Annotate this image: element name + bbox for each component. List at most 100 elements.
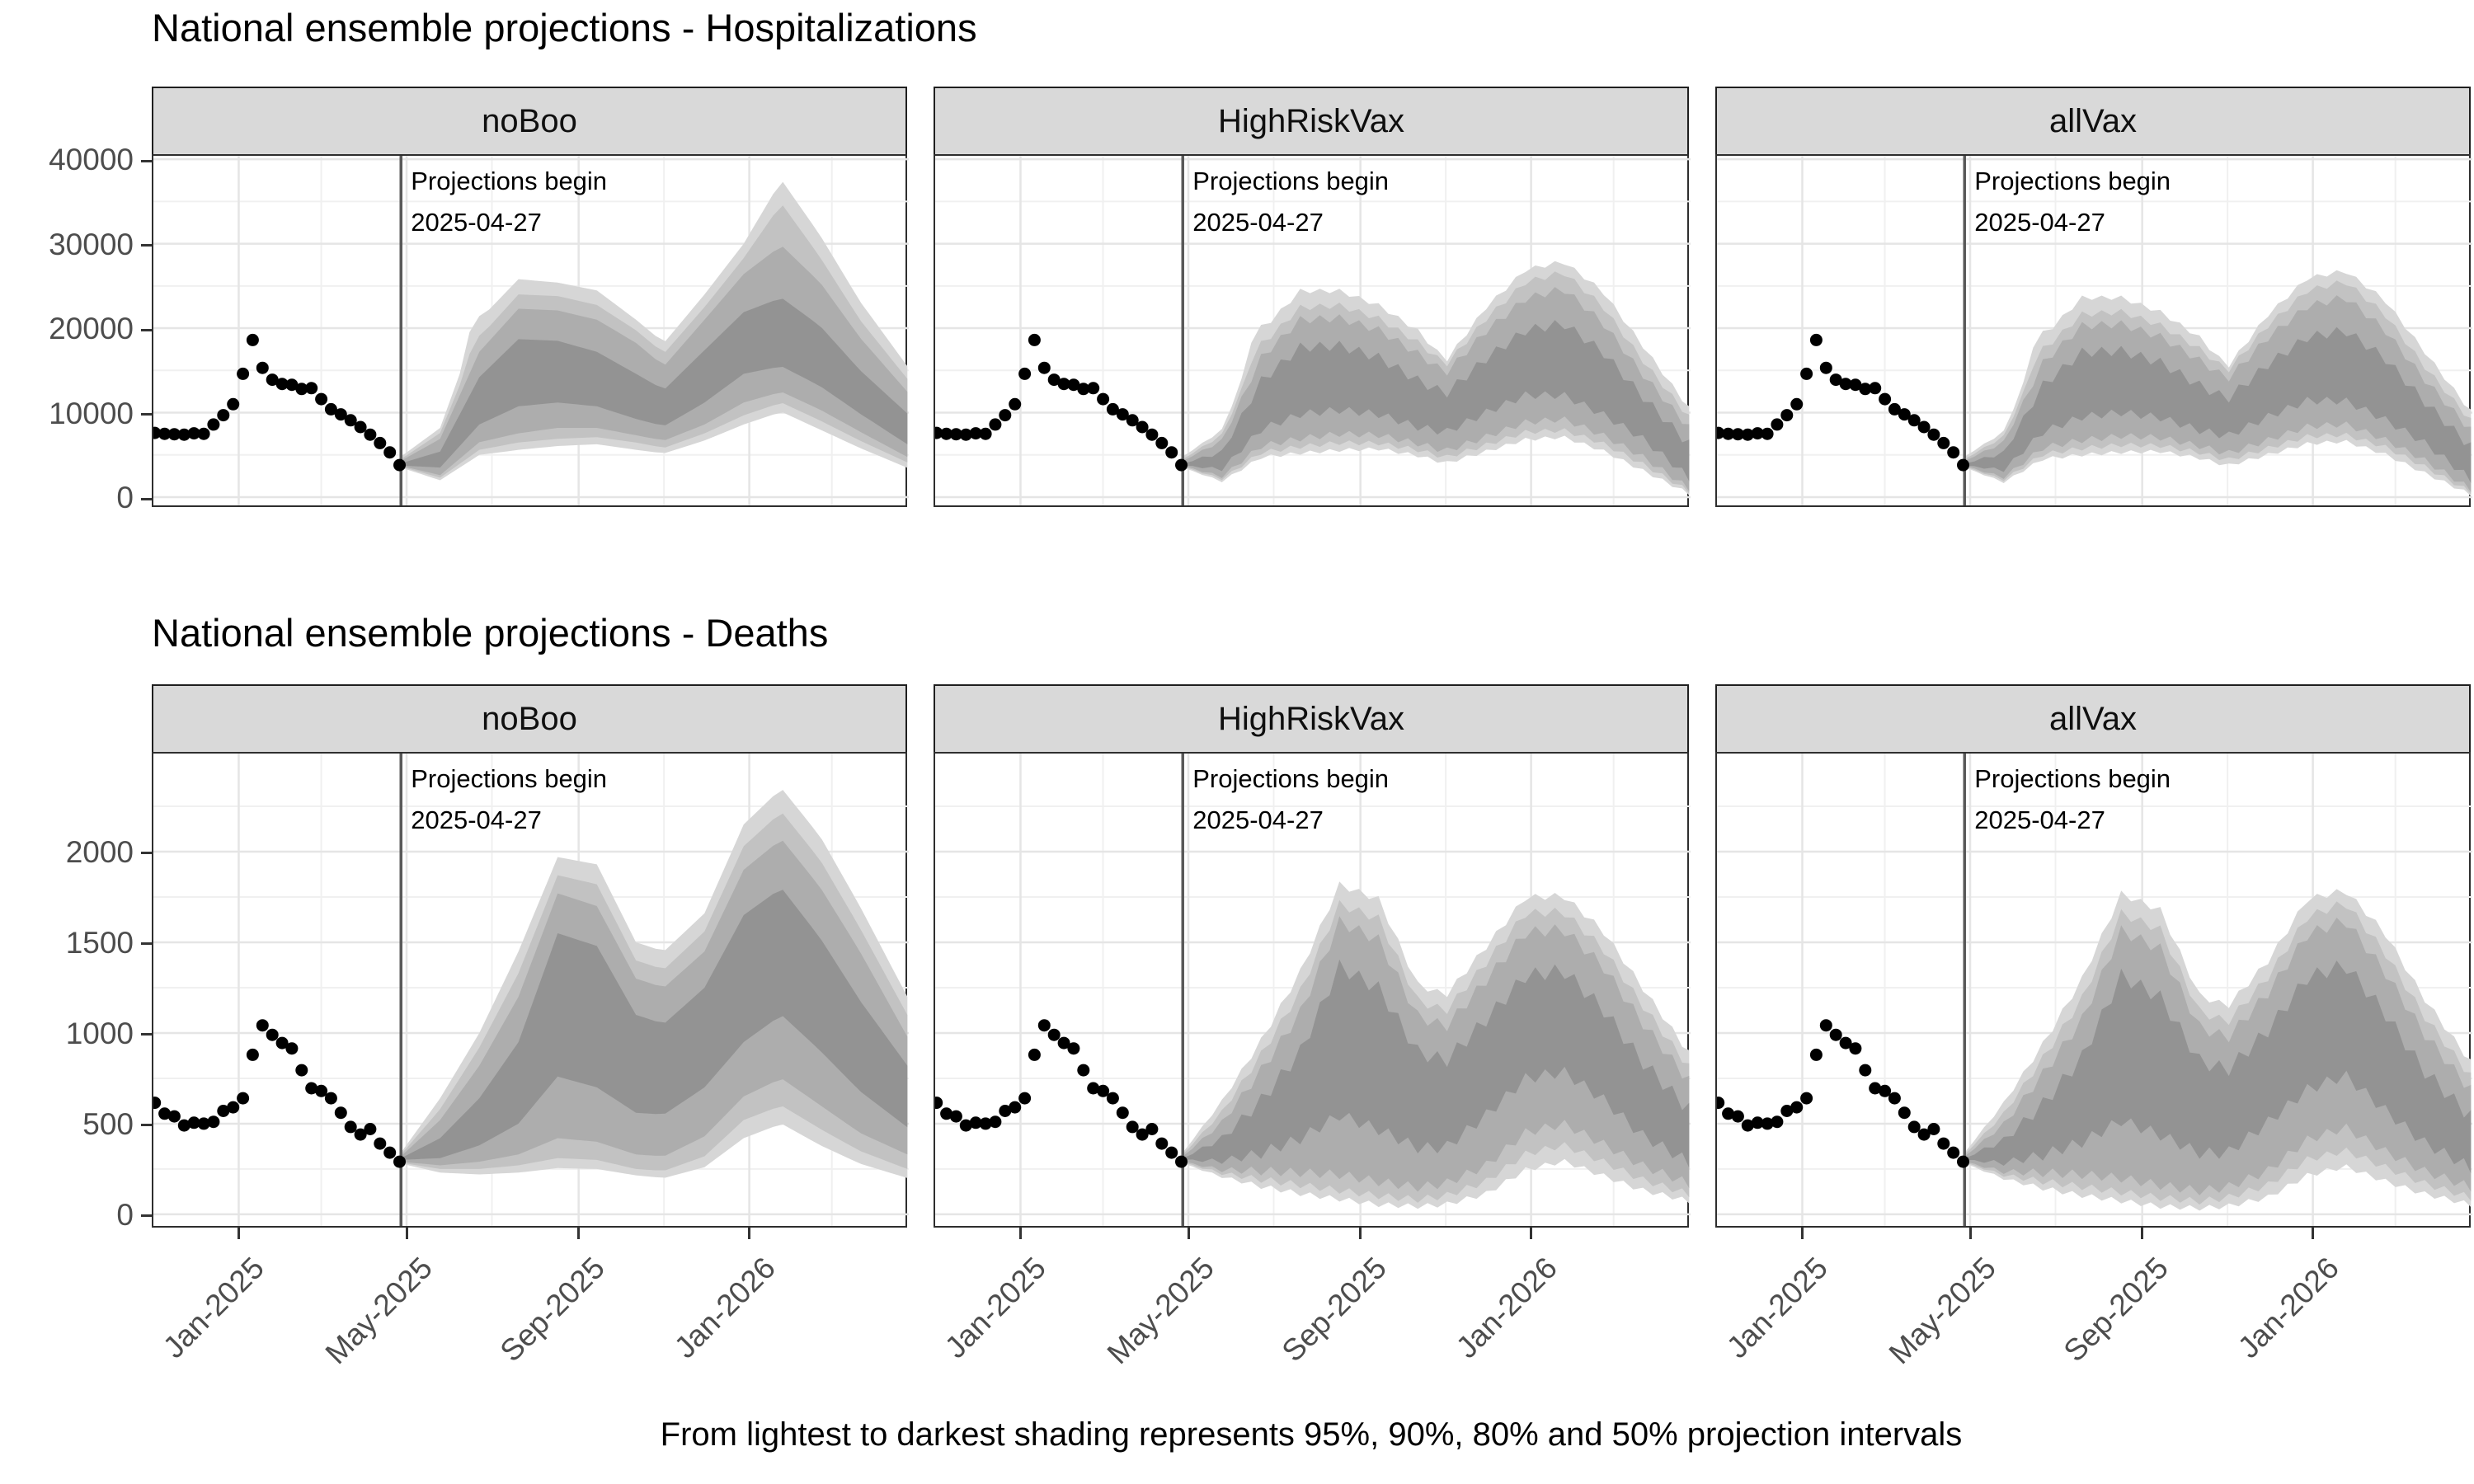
x-axis-tick (1187, 1228, 1190, 1239)
observed-point (1898, 408, 1911, 421)
y-axis-tick-label: 500 (82, 1106, 134, 1141)
y-axis-tick-label: 0 (116, 481, 134, 514)
observed-point (1028, 1048, 1041, 1061)
panel-hospitalizations-allVax: Projections begin 2025-04-27 (1715, 154, 2472, 507)
x-axis-tick-label: Sep-2025 (1275, 1251, 1393, 1369)
x-axis-tick-label: May-2025 (318, 1251, 440, 1371)
y-axis-tick (141, 244, 152, 247)
projections-begin-annotation: Projections begin 2025-04-27 (1974, 758, 2171, 841)
observed-point (1077, 383, 1090, 396)
observed-point (1077, 1064, 1090, 1077)
observed-point (1927, 1123, 1940, 1135)
observed-point (315, 392, 328, 406)
observed-point (1761, 427, 1774, 440)
observed-point (940, 427, 953, 440)
observed-point (383, 1146, 397, 1159)
deaths-title: National ensemble projections - Deaths (152, 611, 829, 655)
observed-point (295, 1064, 308, 1077)
observed-point (940, 1107, 953, 1120)
annotation-line1: Projections begin (411, 167, 608, 195)
y-axis-tick-label: 30000 (49, 227, 134, 261)
observed-point (354, 1128, 367, 1141)
observed-point (999, 1105, 1012, 1117)
x-axis-tick (1018, 1228, 1022, 1239)
x-axis-tick-label: Jan-2026 (667, 1251, 782, 1365)
annotation-line2: 2025-04-27 (1974, 805, 2105, 835)
observed-point (999, 409, 1012, 422)
observed-point (1907, 1120, 1921, 1134)
observed-point (1800, 367, 1813, 380)
observed-point (1771, 418, 1784, 431)
annotation-line1: Projections begin (1974, 764, 2171, 793)
y-axis-tick-label: 20000 (49, 312, 134, 346)
observed-point (324, 402, 337, 416)
observed-point (237, 367, 250, 380)
x-axis-tick (405, 1228, 408, 1239)
facet-strip-label: HighRiskVax (1218, 102, 1404, 139)
observed-point (1087, 1082, 1100, 1095)
observed-point (1018, 367, 1032, 380)
observed-point (1917, 1128, 1931, 1141)
observed-point (217, 409, 230, 422)
observed-point (393, 1155, 406, 1168)
projections-begin-annotation: Projections begin 2025-04-27 (411, 758, 607, 841)
projection-band-50 (1964, 960, 2472, 1174)
observed-point (207, 418, 220, 431)
observed-point (1037, 1019, 1051, 1032)
facet-strip-label: allVax (2049, 700, 2137, 737)
y-axis-tick (141, 852, 152, 855)
y-axis-tick-label: 1000 (65, 1016, 134, 1050)
observed-point (1097, 392, 1110, 406)
y-axis-tick-label: 1500 (65, 925, 134, 960)
observed-point (979, 1117, 992, 1130)
observed-point (207, 1115, 220, 1129)
observed-point (383, 446, 397, 459)
observed-point (374, 1137, 387, 1150)
observed-point (1800, 1092, 1813, 1105)
facet-deaths-allVax: allVax Projections begin 2025-04-27 (1715, 684, 2472, 1228)
observed-point (275, 378, 289, 391)
observed-point (1145, 428, 1159, 441)
observed-point (1722, 427, 1735, 440)
observed-point (285, 378, 299, 392)
observed-point (959, 428, 972, 441)
observed-point (305, 1082, 318, 1095)
facet-strip: noBoo (152, 87, 907, 156)
observed-point (1819, 361, 1832, 374)
observed-point (153, 1097, 162, 1110)
y-axis-tick-label: 2000 (65, 834, 134, 869)
observed-point (1809, 333, 1823, 346)
facet-strip-label: noBoo (482, 700, 577, 737)
observed-point (227, 397, 240, 411)
observed-point (1771, 1115, 1784, 1129)
observed-point (1067, 378, 1080, 392)
observed-point (1937, 436, 1950, 449)
projection-band-50 (401, 890, 908, 1160)
panel-deaths-allVax: Projections begin 2025-04-27 (1715, 752, 2472, 1228)
x-axis-tick-label: May-2025 (1100, 1251, 1221, 1371)
observed-point (1037, 361, 1051, 374)
x-axis-tick (748, 1228, 751, 1239)
facet-hospitalizations-allVax: allVax Projections begin 2025-04-27 (1715, 87, 2472, 507)
observed-point (989, 418, 1002, 431)
observed-point (1790, 1101, 1804, 1114)
observed-point (344, 414, 357, 427)
observed-point (1136, 420, 1149, 434)
x-axis-tick (2141, 1228, 2144, 1239)
x-axis-tick (1530, 1228, 1533, 1239)
y-axis-tick-label: 10000 (49, 396, 134, 430)
observed-point (1888, 1092, 1901, 1105)
y-axis-tick (141, 413, 152, 416)
annotation-line1: Projections begin (1192, 167, 1390, 195)
observed-point (334, 408, 347, 421)
facet-strip: allVax (1715, 87, 2471, 156)
observed-point (1780, 409, 1794, 422)
observed-point (1898, 1106, 1911, 1120)
observed-point (275, 1036, 289, 1050)
observed-point (935, 1097, 943, 1110)
observed-point (1849, 1042, 1862, 1055)
annotation-line2: 2025-04-27 (1192, 805, 1324, 835)
y-axis-tick (141, 1124, 152, 1127)
panel-hospitalizations-noBoo: Projections begin 2025-04-27 (152, 154, 909, 507)
observed-point (1790, 397, 1804, 411)
